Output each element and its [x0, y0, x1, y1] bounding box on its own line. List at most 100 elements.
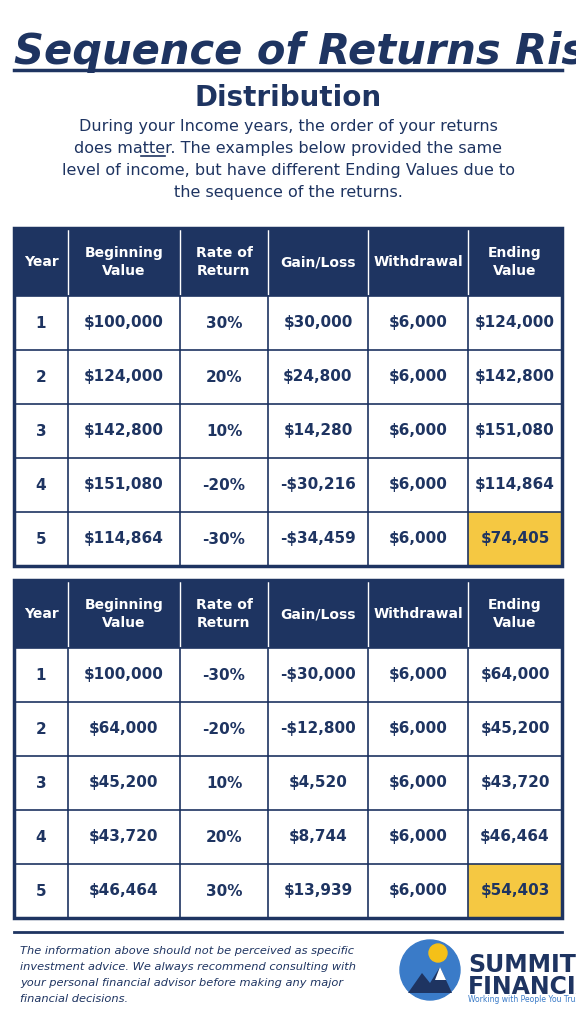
Text: 5: 5 — [36, 531, 46, 547]
Text: $6,000: $6,000 — [389, 424, 448, 438]
Text: $100,000: $100,000 — [84, 315, 164, 331]
Text: $13,939: $13,939 — [283, 884, 353, 898]
Bar — [14, 810, 562, 864]
Text: $124,000: $124,000 — [475, 315, 555, 331]
Text: 20%: 20% — [206, 829, 242, 845]
Text: $4,520: $4,520 — [289, 775, 347, 791]
Text: $64,000: $64,000 — [89, 722, 159, 736]
Text: $64,000: $64,000 — [480, 668, 550, 683]
Polygon shape — [435, 967, 446, 980]
Text: -20%: -20% — [203, 722, 245, 736]
Text: $30,000: $30,000 — [283, 315, 353, 331]
Text: 20%: 20% — [206, 370, 242, 384]
Text: Year: Year — [24, 255, 58, 269]
Text: $6,000: $6,000 — [389, 884, 448, 898]
Text: 2: 2 — [36, 722, 47, 736]
Text: does matter. The examples below provided the same: does matter. The examples below provided… — [74, 140, 502, 156]
Text: 2: 2 — [36, 370, 47, 384]
Text: $45,200: $45,200 — [480, 722, 550, 736]
Text: $6,000: $6,000 — [389, 722, 448, 736]
Text: $6,000: $6,000 — [389, 531, 448, 547]
Text: -$30,216: -$30,216 — [280, 477, 356, 493]
Bar — [14, 458, 562, 512]
Text: $14,280: $14,280 — [283, 424, 353, 438]
Text: -30%: -30% — [203, 668, 245, 683]
Text: the sequence of the returns.: the sequence of the returns. — [173, 184, 403, 200]
Circle shape — [429, 944, 447, 962]
Text: Ending
Value: Ending Value — [488, 247, 542, 278]
Text: $6,000: $6,000 — [389, 315, 448, 331]
Text: 10%: 10% — [206, 775, 242, 791]
Text: Ending
Value: Ending Value — [488, 598, 542, 630]
Text: 3: 3 — [36, 424, 46, 438]
Text: 5: 5 — [36, 884, 46, 898]
Text: 1: 1 — [36, 315, 46, 331]
Circle shape — [400, 940, 460, 1000]
Text: Sequence of Returns Risk: Sequence of Returns Risk — [14, 31, 576, 73]
Text: Gain/Loss: Gain/Loss — [281, 255, 356, 269]
Bar — [14, 404, 562, 458]
Text: $6,000: $6,000 — [389, 477, 448, 493]
Text: 30%: 30% — [206, 884, 242, 898]
Text: SUMMIT: SUMMIT — [468, 953, 576, 977]
Text: Gain/Loss: Gain/Loss — [281, 607, 356, 621]
Text: Withdrawal: Withdrawal — [373, 607, 463, 621]
Text: $151,080: $151,080 — [475, 424, 555, 438]
Text: $74,405: $74,405 — [480, 531, 550, 547]
Text: -$30,000: -$30,000 — [280, 668, 356, 683]
Bar — [14, 702, 562, 756]
Bar — [468, 864, 562, 918]
Bar — [14, 648, 562, 702]
Text: Beginning
Value: Beginning Value — [85, 598, 164, 630]
Text: 4: 4 — [36, 477, 46, 493]
Bar — [14, 296, 562, 350]
Text: $6,000: $6,000 — [389, 775, 448, 791]
Text: Rate of
Return: Rate of Return — [196, 247, 252, 278]
Text: Year: Year — [24, 607, 58, 621]
Text: -$34,459: -$34,459 — [280, 531, 356, 547]
Text: -20%: -20% — [203, 477, 245, 493]
Bar — [14, 512, 562, 566]
Bar — [14, 756, 562, 810]
Text: $114,864: $114,864 — [84, 531, 164, 547]
Bar — [14, 580, 562, 918]
Text: $6,000: $6,000 — [389, 370, 448, 384]
Text: During your Income years, the order of your returns: During your Income years, the order of y… — [78, 119, 498, 133]
Text: $8,744: $8,744 — [289, 829, 347, 845]
Text: Withdrawal: Withdrawal — [373, 255, 463, 269]
Text: 10%: 10% — [206, 424, 242, 438]
Text: -$12,800: -$12,800 — [280, 722, 356, 736]
Text: $24,800: $24,800 — [283, 370, 353, 384]
Text: $100,000: $100,000 — [84, 668, 164, 683]
Text: $6,000: $6,000 — [389, 829, 448, 845]
Text: 3: 3 — [36, 775, 46, 791]
Text: Working with People You Trust: Working with People You Trust — [468, 994, 576, 1004]
Bar — [14, 228, 562, 296]
Text: 4: 4 — [36, 829, 46, 845]
Polygon shape — [408, 967, 452, 993]
Text: $114,864: $114,864 — [475, 477, 555, 493]
Text: Rate of
Return: Rate of Return — [196, 598, 252, 630]
Text: Beginning
Value: Beginning Value — [85, 247, 164, 278]
Bar — [14, 864, 562, 918]
Bar — [14, 350, 562, 404]
Text: $151,080: $151,080 — [84, 477, 164, 493]
Text: Distribution: Distribution — [195, 84, 381, 112]
Text: $45,200: $45,200 — [89, 775, 159, 791]
Text: $43,720: $43,720 — [480, 775, 550, 791]
Text: level of income, but have different Ending Values due to: level of income, but have different Endi… — [62, 163, 514, 177]
Text: The information above should not be perceived as specific: The information above should not be perc… — [20, 946, 354, 956]
Text: 30%: 30% — [206, 315, 242, 331]
Text: $43,720: $43,720 — [89, 829, 159, 845]
Bar — [14, 580, 562, 648]
Text: financial decisions.: financial decisions. — [20, 994, 128, 1004]
Text: $142,800: $142,800 — [84, 424, 164, 438]
Text: $54,403: $54,403 — [480, 884, 550, 898]
Text: $46,464: $46,464 — [89, 884, 159, 898]
Text: -30%: -30% — [203, 531, 245, 547]
Text: $6,000: $6,000 — [389, 668, 448, 683]
Text: $142,800: $142,800 — [475, 370, 555, 384]
Text: $46,464: $46,464 — [480, 829, 550, 845]
Text: $124,000: $124,000 — [84, 370, 164, 384]
Text: investment advice. We always recommend consulting with: investment advice. We always recommend c… — [20, 962, 356, 972]
